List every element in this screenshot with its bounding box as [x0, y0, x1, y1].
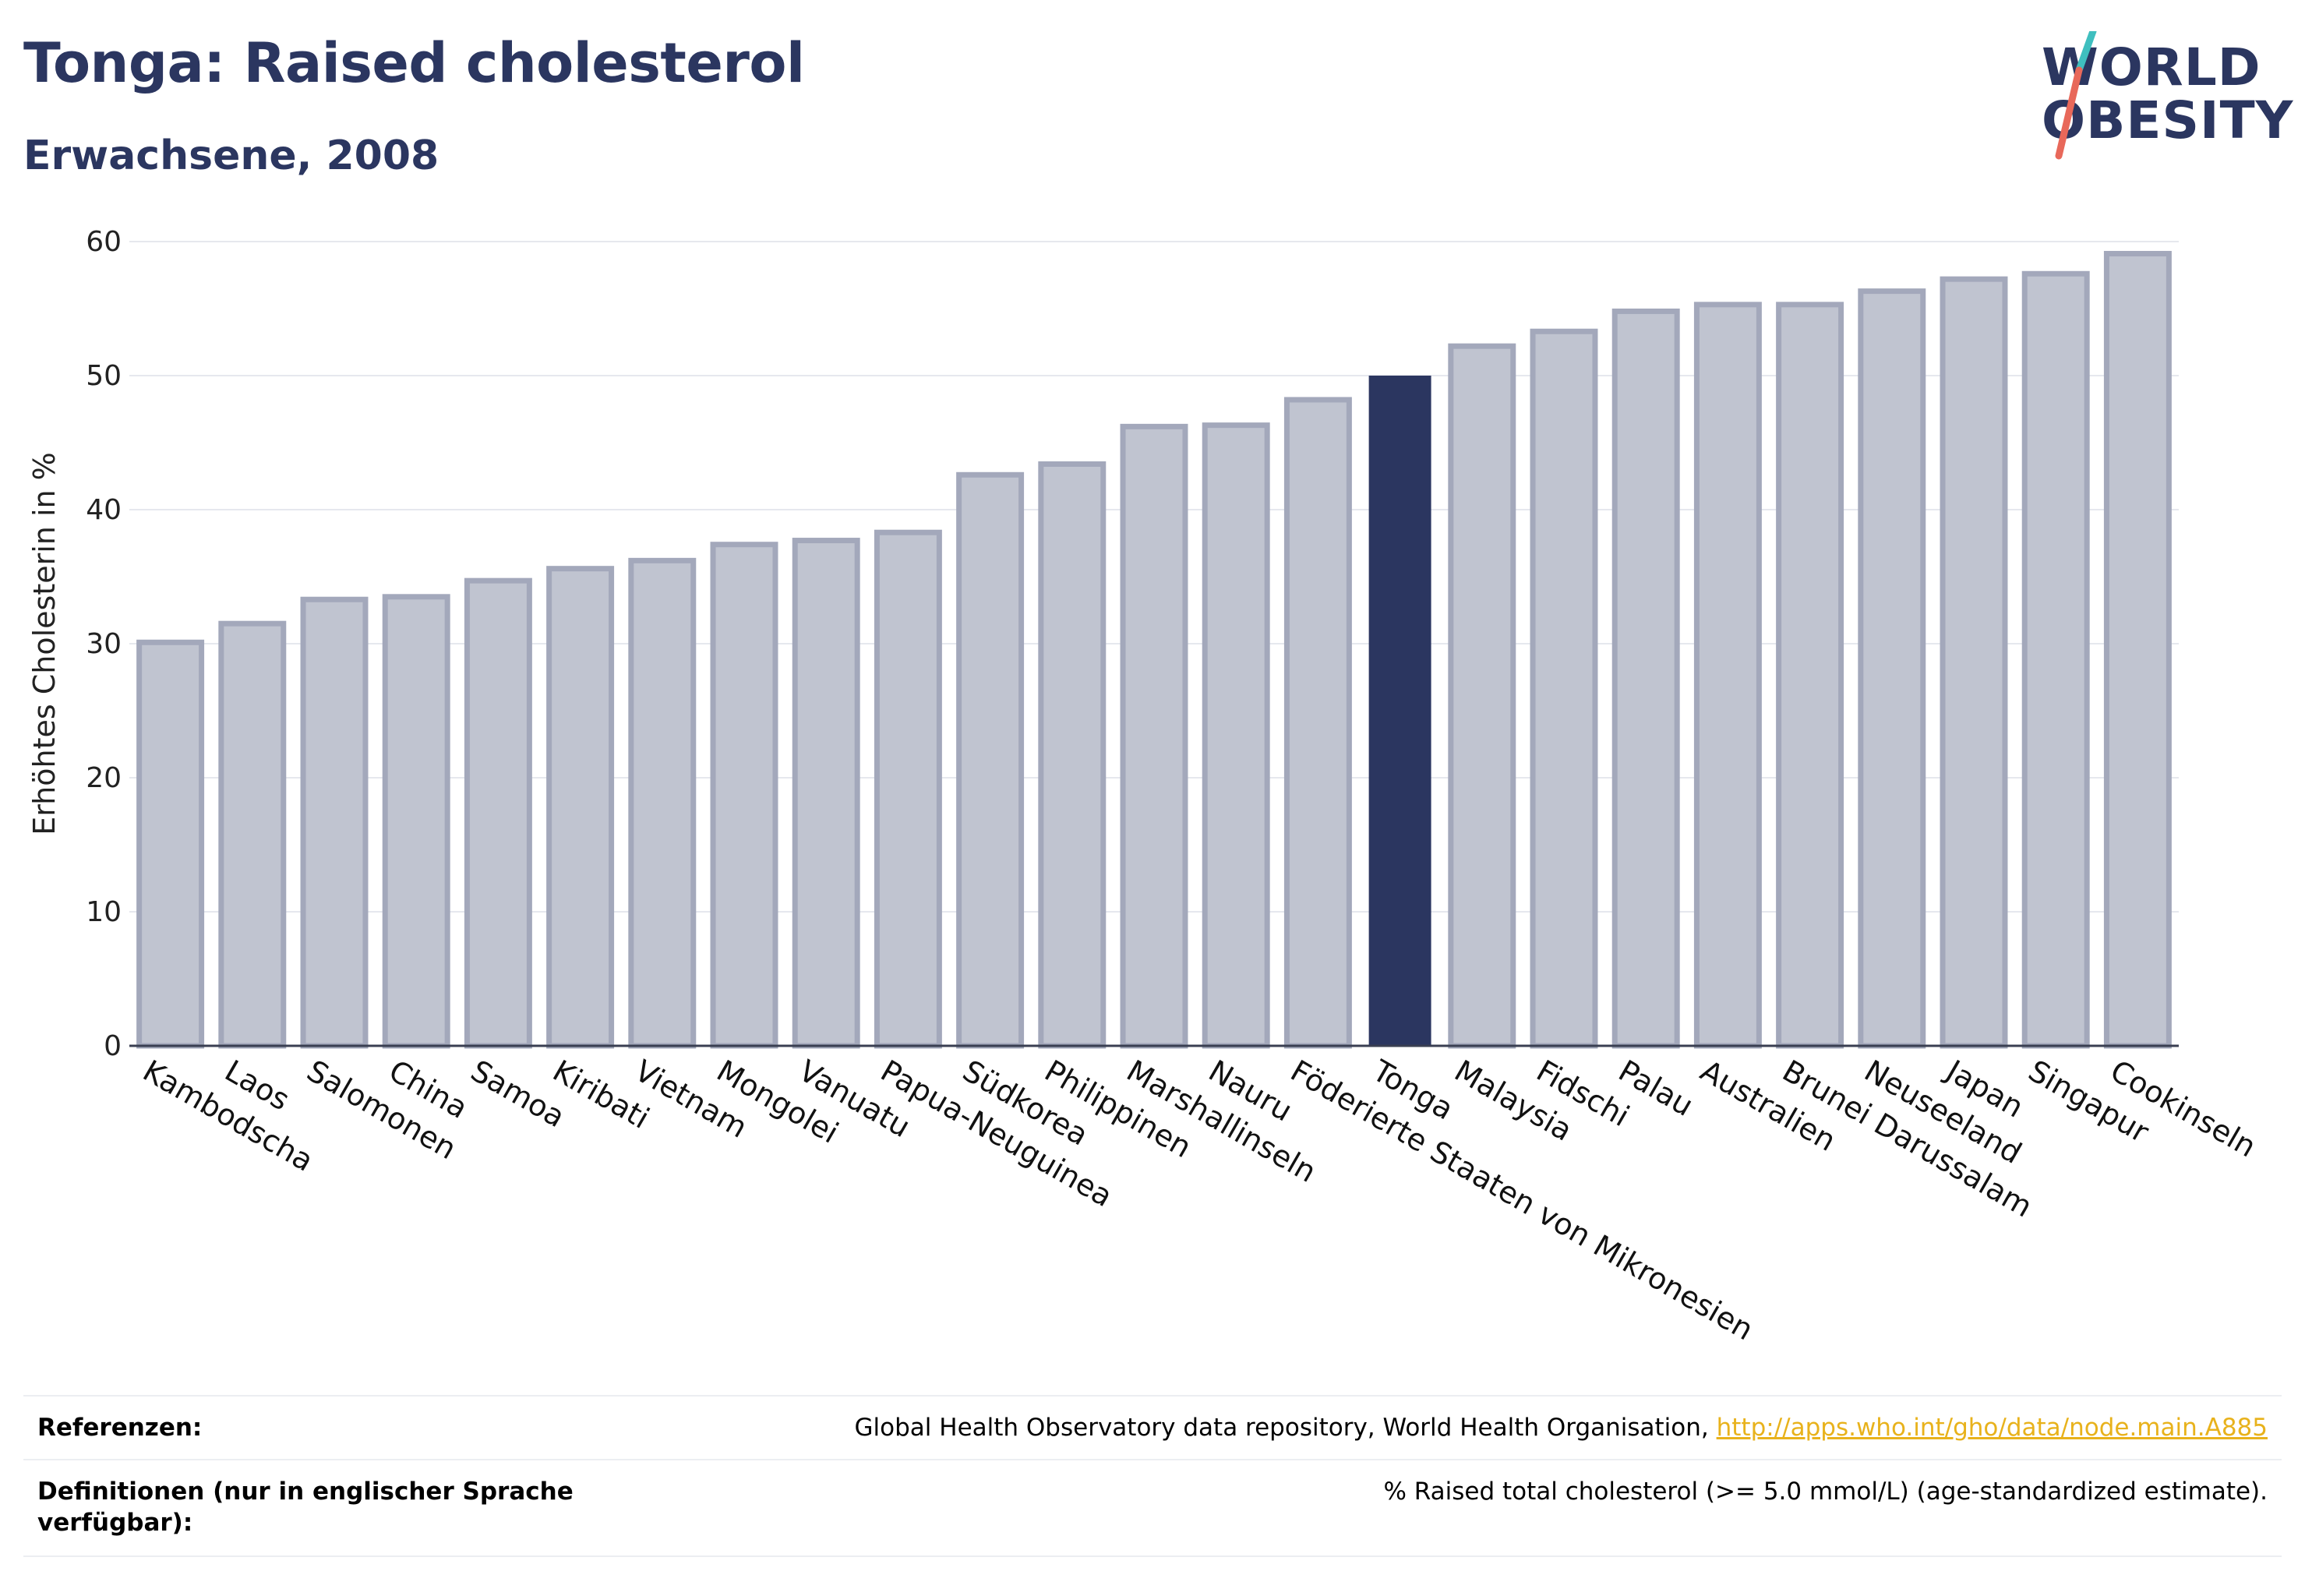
y-axis-label: Erhöhtes Cholesterin in % — [27, 452, 62, 835]
definitions-row: Definitionen (nur in englischer Sprache … — [23, 1459, 2282, 1555]
world-obesity-logo: WORLD OBESITY — [2042, 31, 2293, 164]
logo-text-obesity: OBESITY — [2042, 90, 2294, 150]
bar — [300, 596, 369, 1049]
bar — [546, 566, 615, 1049]
bar — [1858, 288, 1926, 1049]
bar — [1448, 343, 1516, 1049]
footer-divider-top — [23, 1395, 2282, 1396]
bar — [956, 471, 1025, 1049]
y-tick-label: 20 — [86, 762, 122, 794]
bar — [1202, 422, 1270, 1049]
bar — [1530, 328, 1598, 1049]
bar — [1038, 461, 1107, 1049]
bar — [218, 620, 287, 1049]
footer-divider-bottom — [23, 1555, 2282, 1557]
definitions-label-line2: verfügbar): — [37, 1509, 193, 1537]
logo-slash-icon — [2055, 31, 2097, 160]
bar — [792, 538, 860, 1049]
references-link[interactable]: http://apps.who.int/gho/data/node.main.A… — [1716, 1414, 2268, 1442]
bar — [1776, 302, 1844, 1049]
bar-highlight — [1368, 376, 1431, 1046]
bar — [874, 529, 942, 1049]
bar — [1693, 302, 1762, 1049]
y-tick-label: 30 — [86, 628, 122, 660]
bar — [382, 594, 450, 1049]
y-tick-label: 10 — [86, 896, 122, 928]
references-source: Global Health Observatory data repositor… — [854, 1414, 1717, 1442]
bar — [136, 639, 205, 1049]
bar — [1611, 308, 1680, 1049]
bar — [464, 577, 532, 1049]
y-tick-label: 0 — [104, 1030, 122, 1062]
y-tick-label: 60 — [86, 226, 122, 258]
bar — [628, 557, 697, 1049]
footer-divider-middle — [23, 1459, 2282, 1460]
references-text: Global Health Observatory data repositor… — [855, 1414, 2268, 1442]
definitions-text: % Raised total cholesterol (>= 5.0 mmol/… — [1383, 1478, 2268, 1506]
y-tick-label: 50 — [86, 360, 122, 392]
bar — [2021, 270, 2090, 1049]
bar — [1283, 397, 1352, 1049]
definitions-label-line1: Definitionen (nur in englischer Sprache — [37, 1478, 574, 1506]
chart-subtitle: Erwachsene, 2008 — [23, 132, 439, 179]
x-tick-label: Samoa — [465, 1054, 570, 1135]
references-row: Referenzen: Global Health Observatory da… — [23, 1395, 2282, 1459]
bar — [1940, 276, 2008, 1049]
bar — [1120, 423, 1188, 1049]
y-tick-label: 40 — [86, 494, 122, 526]
chart-title: Tonga: Raised cholesterol — [23, 31, 805, 95]
bar — [2103, 250, 2172, 1049]
references-label: Referenzen: — [37, 1414, 203, 1442]
bar — [710, 542, 778, 1049]
